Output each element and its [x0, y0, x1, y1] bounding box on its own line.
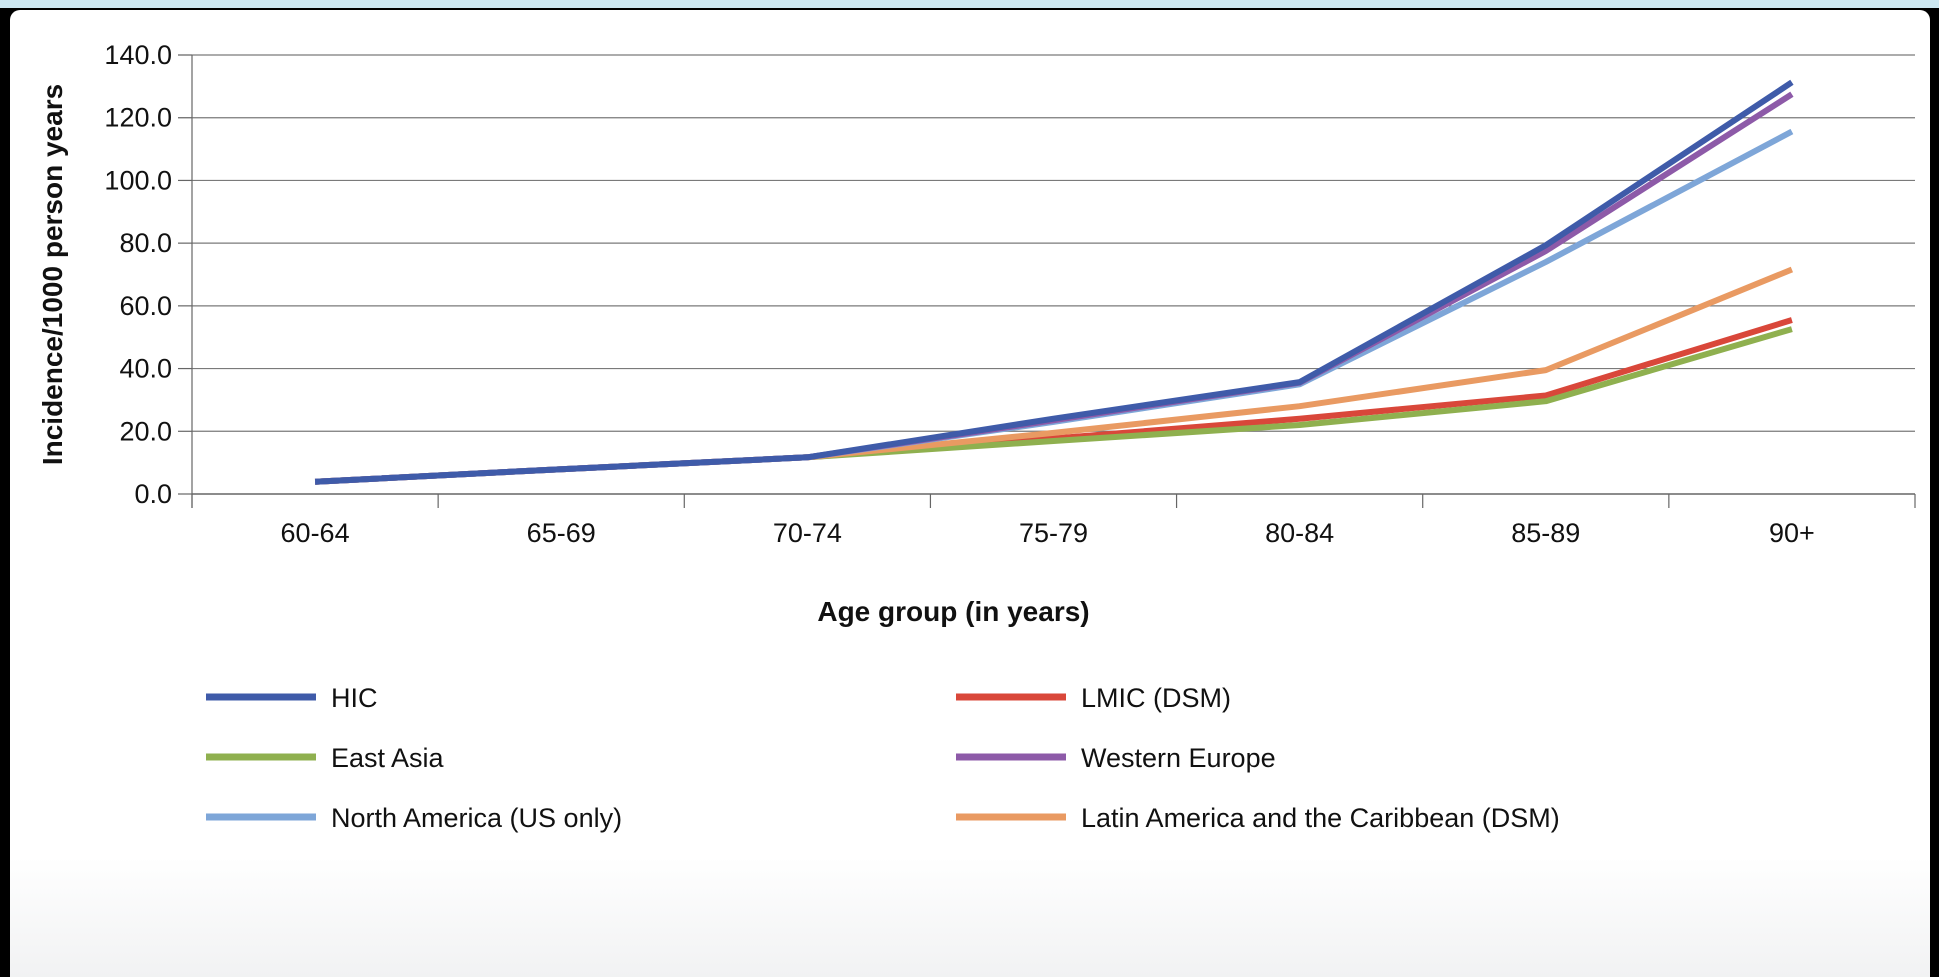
y-tick-label: 80.0: [119, 228, 172, 258]
x-axis-ticks: 60-64 65-69 70-74 75-79 80-84 85-89 90+: [281, 518, 1815, 548]
x-tick-label: 85-89: [1511, 518, 1580, 548]
x-tick-label: 70-74: [773, 518, 842, 548]
legend-item: LMIC (DSM): [956, 683, 1231, 713]
series-lines: [314, 79, 1794, 485]
y-axis-title: Incidence/1000 person years: [37, 84, 68, 465]
legend-item: Latin America and the Caribbean (DSM): [956, 803, 1560, 833]
legend-label: North America (US only): [331, 803, 622, 833]
y-tick-label: 0.0: [134, 479, 172, 509]
legend-label: Latin America and the Caribbean (DSM): [1081, 803, 1560, 833]
legend-label: LMIC (DSM): [1081, 683, 1231, 713]
legend-label: Western Europe: [1081, 743, 1276, 773]
y-tick-label: 140.0: [104, 40, 172, 70]
legend-label: East Asia: [331, 743, 445, 773]
x-axis-title: Age group (in years): [817, 596, 1089, 627]
y-tick-label: 40.0: [119, 354, 172, 384]
chart-panel: 0.0 20.0 40.0 60.0 80.0 100.0 120.0 140.0 60-64…: [10, 10, 1930, 977]
legend-item: HIC: [206, 683, 378, 713]
series-line-north-america-us-only: [314, 128, 1794, 485]
x-tick-label: 65-69: [527, 518, 596, 548]
line-chart: 0.0 20.0 40.0 60.0 80.0 100.0 120.0 140.0 60-64…: [37, 40, 1916, 833]
legend-item: North America (US only): [206, 803, 622, 833]
series-line-hic: [314, 79, 1794, 485]
y-tick-label: 20.0: [119, 416, 172, 446]
series-line-lmic-dsm: [314, 317, 1793, 485]
panel-shading: [10, 857, 1930, 977]
y-tick-label: 120.0: [104, 103, 172, 133]
x-tick-label: 75-79: [1019, 518, 1088, 548]
legend-item: East Asia: [206, 743, 445, 773]
legend-label: HIC: [331, 683, 378, 713]
legend-item: Western Europe: [956, 743, 1276, 773]
window-top-strip: [0, 0, 1939, 8]
y-tick-label: 60.0: [119, 291, 172, 321]
legend: HIC LMIC (DSM) East Asia Western Europe Nort…: [206, 683, 1560, 833]
series-line-latin-america-and-the-caribbean-dsm: [314, 266, 1794, 485]
x-tick-label: 80-84: [1265, 518, 1334, 548]
series-line-east-asia: [314, 326, 1793, 485]
x-tick-label: 60-64: [281, 518, 350, 548]
y-axis-ticks: 0.0 20.0 40.0 60.0 80.0 100.0 120.0 140.0: [104, 40, 172, 509]
x-tick-label: 90+: [1769, 518, 1815, 548]
y-tick-label: 100.0: [104, 165, 172, 195]
